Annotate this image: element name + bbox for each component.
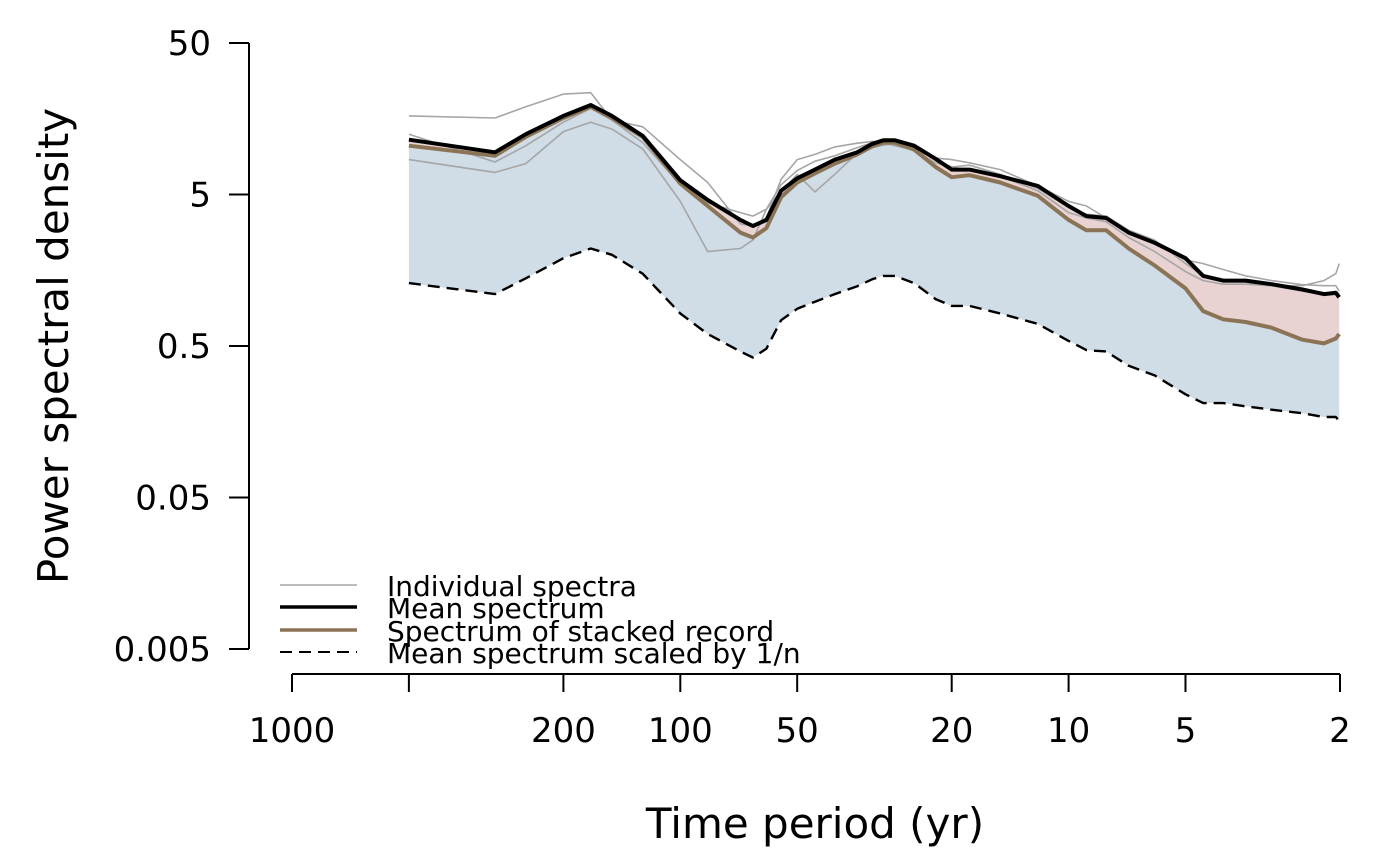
- legend-label-scaled: Mean spectrum scaled by 1/n: [387, 637, 801, 670]
- x-tick-label: 200: [531, 711, 596, 751]
- x-axis: 1000 200 100 50 20 10 5 2: [249, 673, 1351, 751]
- legend-label-stacked: Spectrum of stacked record: [387, 615, 774, 648]
- y-axis: 50 5 0.5 0.05 0.005: [114, 24, 250, 670]
- x-tick-label: 10: [1047, 711, 1090, 751]
- band-stacked-vs-scaled: [408, 106, 1340, 421]
- y-tick-label: 0.5: [157, 327, 211, 367]
- shaded-bands: [408, 105, 1340, 421]
- x-tick-label: 50: [776, 711, 819, 751]
- y-tick-label: 0.05: [135, 479, 211, 519]
- legend-label-individual: Individual spectra: [387, 570, 637, 603]
- x-tick-label: 2: [1329, 711, 1351, 751]
- band-mean-vs-stacked: [408, 105, 1340, 344]
- legend-label-mean: Mean spectrum: [387, 592, 605, 625]
- x-tick-label: 20: [930, 711, 973, 751]
- y-tick-label: 0.005: [114, 630, 211, 670]
- mean-spectrum-line: [408, 103, 1341, 299]
- scaled-mean-spectrum-line: [408, 247, 1341, 422]
- y-axis-title: Power spectral density: [29, 108, 78, 584]
- x-tick-label: 5: [1175, 711, 1197, 751]
- x-axis-title: Time period (yr): [645, 799, 984, 848]
- main-series-group: [408, 103, 1341, 422]
- x-tick-label: 100: [648, 711, 713, 751]
- legend: Individual spectra Mean spectrum Spectru…: [280, 570, 801, 670]
- y-tick-label: 50: [168, 24, 211, 64]
- x-tick-label: 1000: [249, 711, 336, 751]
- y-tick-label: 5: [189, 176, 211, 216]
